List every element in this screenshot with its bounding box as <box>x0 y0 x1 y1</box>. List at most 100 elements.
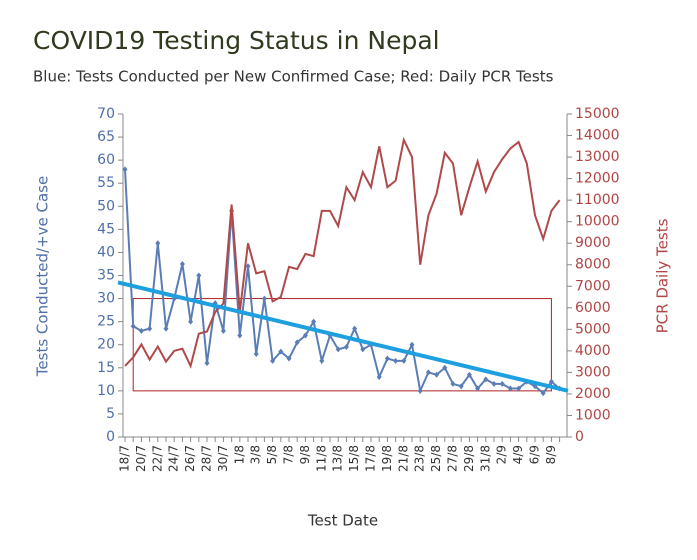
x-tick-label: 25/8 <box>429 445 443 472</box>
y-tick-label: 0 <box>106 429 115 445</box>
reference-box <box>132 298 552 392</box>
x-tick-label: 31/8 <box>478 445 492 472</box>
x-tick-label: 15/8 <box>347 445 361 472</box>
point-marker <box>417 387 423 394</box>
y-tick-label: 20 <box>97 337 115 353</box>
x-tick-label: 21/8 <box>396 445 410 472</box>
series-line <box>124 136 561 369</box>
point-marker <box>245 263 251 270</box>
point-marker <box>442 364 448 371</box>
x-tick-label: 29/8 <box>462 445 476 472</box>
x-tick-label: 9/8 <box>298 445 312 464</box>
point-marker <box>466 371 472 378</box>
point-marker <box>204 360 210 367</box>
x-tick-label: 1/8 <box>232 445 246 464</box>
y2-tick-label: 2000 <box>575 386 611 402</box>
y2-tick-label: 13000 <box>575 149 620 165</box>
y2-tick-label: 7000 <box>575 278 611 294</box>
y2-tick-label: 0 <box>575 429 584 445</box>
point-marker <box>130 323 136 330</box>
y2-tick-label: 10000 <box>575 214 620 230</box>
point-marker <box>360 346 366 353</box>
y-tick-label: 30 <box>97 291 115 307</box>
point-marker <box>286 355 292 362</box>
y2-axis-label: PCR Daily Tests <box>654 218 672 333</box>
x-tick-label: 2/9 <box>495 445 509 464</box>
y2-tick-label: 1000 <box>575 407 611 423</box>
y-tick-label: 40 <box>97 244 115 260</box>
y-tick-label: 45 <box>97 221 115 237</box>
point-marker <box>294 339 300 346</box>
y-tick-label: 25 <box>97 314 115 330</box>
x-tick-label: 28/7 <box>200 445 214 472</box>
point-marker <box>163 325 169 332</box>
point-marker <box>548 378 554 385</box>
point-marker <box>425 369 431 376</box>
y-tick-label: 35 <box>97 268 115 284</box>
point-marker <box>188 318 194 325</box>
y-tick-label: 10 <box>97 383 115 399</box>
x-axis-label: Test Date <box>307 512 378 530</box>
x-tick-label: 27/8 <box>446 445 460 472</box>
point-marker <box>507 385 513 392</box>
y-tick-label: 55 <box>97 175 115 191</box>
point-marker <box>516 385 522 392</box>
point-marker <box>179 260 185 267</box>
point-marker <box>434 371 440 378</box>
x-tick-label: 18/7 <box>118 445 132 472</box>
point-marker <box>261 295 267 302</box>
y2-tick-label: 5000 <box>575 321 611 337</box>
point-marker <box>155 240 161 247</box>
x-tick-label: 5/8 <box>265 445 279 464</box>
point-marker <box>343 344 349 351</box>
x-tick-label: 23/8 <box>413 445 427 472</box>
x-tick-label: 20/7 <box>134 445 148 472</box>
x-tick-label: 8/9 <box>544 445 558 464</box>
point-marker <box>319 357 325 364</box>
point-marker <box>352 325 358 332</box>
y-tick-label: 65 <box>97 129 115 145</box>
y-tick-label: 70 <box>97 106 115 122</box>
y-tick-label: 50 <box>97 198 115 214</box>
x-tick-label: 17/8 <box>364 445 378 472</box>
y2-tick-label: 4000 <box>575 343 611 359</box>
y-tick-label: 15 <box>97 360 115 376</box>
y2-tick-label: 3000 <box>575 364 611 380</box>
point-marker <box>409 341 415 348</box>
point-marker <box>147 325 153 332</box>
x-tick-label: 24/7 <box>167 445 181 472</box>
point-marker <box>450 380 456 387</box>
point-marker <box>483 376 489 383</box>
y-tick-label: 60 <box>97 152 115 168</box>
x-tick-label: 6/9 <box>528 445 542 464</box>
x-tick-label: 22/7 <box>150 445 164 472</box>
chart-subtitle: Blue: Tests Conducted per New Confirmed … <box>33 68 554 86</box>
x-tick-label: 3/8 <box>249 445 263 464</box>
point-marker <box>335 346 341 353</box>
y2-tick-label: 15000 <box>575 106 620 122</box>
point-marker <box>138 327 144 334</box>
point-marker <box>376 374 382 381</box>
point-marker <box>475 385 481 392</box>
point-marker <box>401 357 407 364</box>
point-marker <box>270 357 276 364</box>
y2-tick-label: 6000 <box>575 300 611 316</box>
x-tick-label: 7/8 <box>282 445 296 464</box>
x-tick-label: 26/7 <box>183 445 197 472</box>
point-marker <box>253 350 259 357</box>
point-marker <box>237 332 243 339</box>
point-marker <box>458 383 464 390</box>
chart-title: COVID19 Testing Status in Nepal <box>33 26 440 55</box>
point-marker <box>393 357 399 364</box>
x-tick-label: 19/8 <box>380 445 394 472</box>
x-tick-label: 30/7 <box>216 445 230 472</box>
x-tick-label: 4/9 <box>511 445 525 464</box>
point-marker <box>122 166 128 173</box>
point-marker <box>491 380 497 387</box>
point-marker <box>302 332 308 339</box>
y2-tick-label: 12000 <box>575 171 620 187</box>
x-tick-label: 13/8 <box>331 445 345 472</box>
point-marker <box>384 355 390 362</box>
y-tick-label: 5 <box>106 406 115 422</box>
